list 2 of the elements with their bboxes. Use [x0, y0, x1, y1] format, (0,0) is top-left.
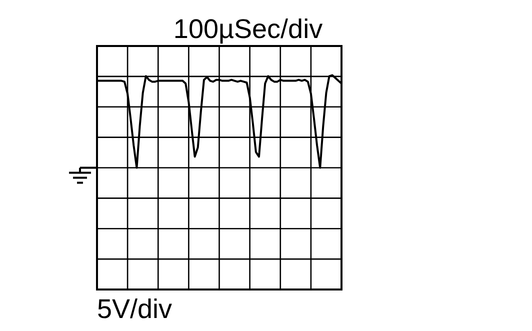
text: 5V/div: [97, 294, 173, 324]
chart-title: 100µSec/div: [173, 14, 324, 44]
